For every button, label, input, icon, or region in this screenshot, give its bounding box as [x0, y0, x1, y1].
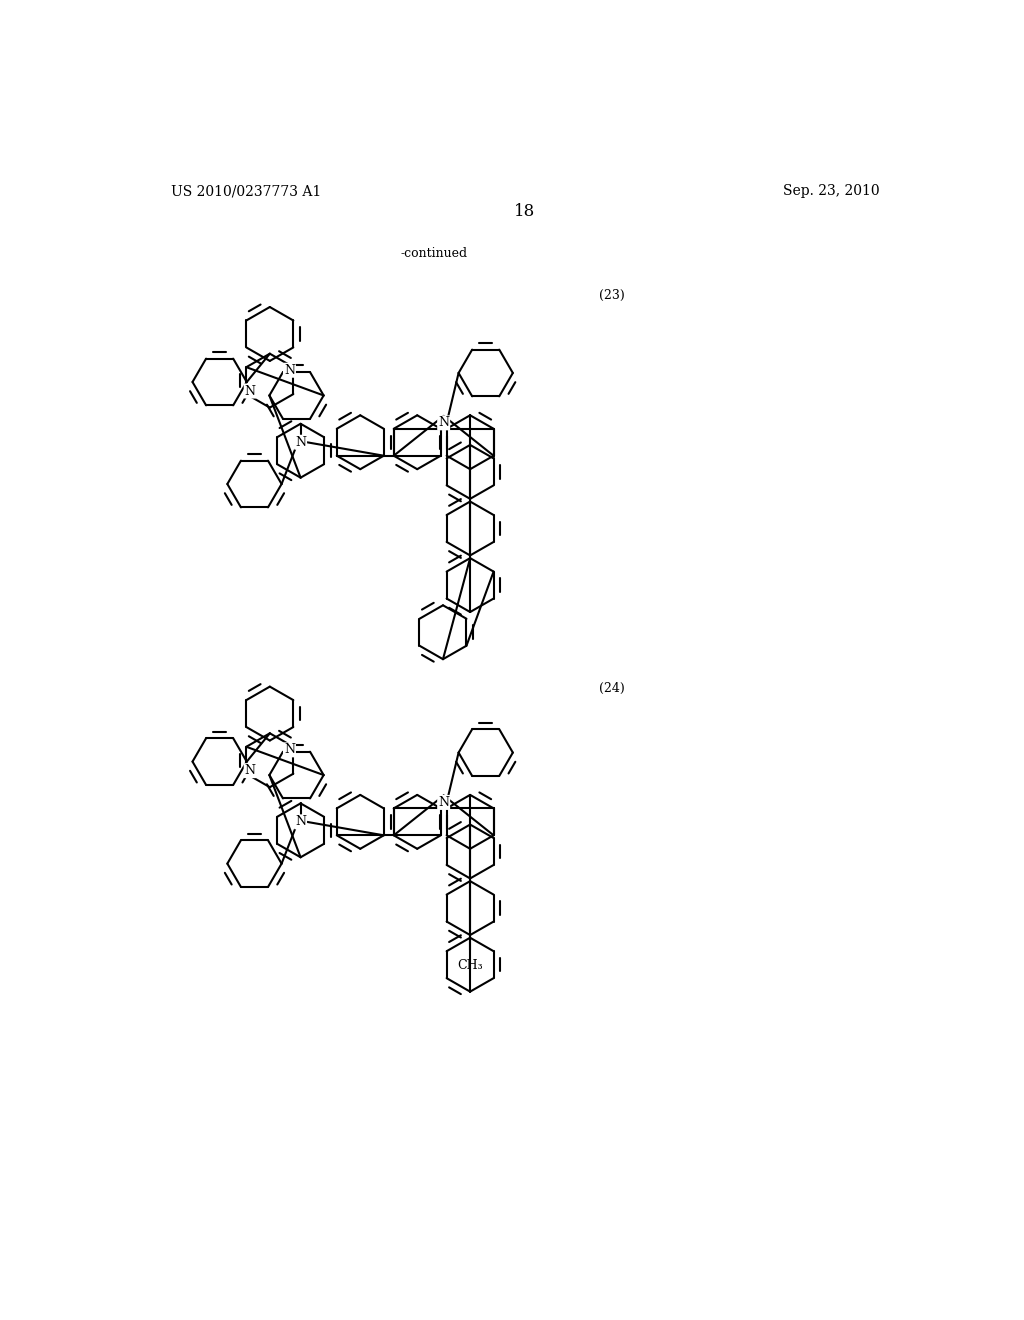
- Text: -continued: -continued: [400, 247, 468, 260]
- Text: N: N: [245, 764, 256, 777]
- Text: N: N: [295, 436, 306, 449]
- Text: N: N: [438, 796, 450, 809]
- Text: N: N: [295, 816, 306, 829]
- Text: N: N: [245, 384, 256, 397]
- Text: US 2010/0237773 A1: US 2010/0237773 A1: [171, 185, 321, 198]
- Text: CH₃: CH₃: [458, 960, 483, 973]
- Text: (24): (24): [599, 682, 625, 696]
- Text: N: N: [284, 364, 295, 376]
- Text: 18: 18: [514, 203, 536, 220]
- Text: Sep. 23, 2010: Sep. 23, 2010: [783, 185, 880, 198]
- Text: (23): (23): [599, 289, 625, 302]
- Text: N: N: [284, 743, 295, 756]
- Text: N: N: [438, 416, 450, 429]
